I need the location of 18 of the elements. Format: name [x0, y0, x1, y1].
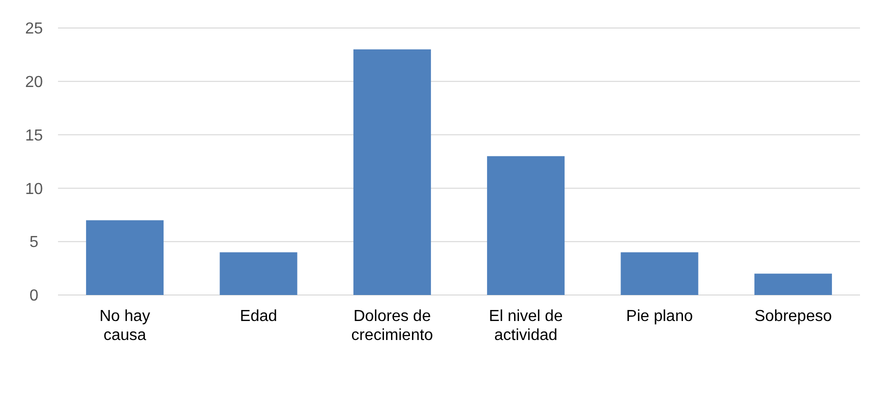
y-tick-label: 10 — [25, 180, 43, 198]
bar — [620, 252, 698, 295]
x-tick-label: Edad — [240, 308, 278, 325]
y-tick-label: 20 — [25, 74, 43, 91]
x-tick-label: Pie plano — [626, 308, 693, 325]
y-tick-label: 5 — [30, 234, 39, 252]
bar — [754, 274, 832, 295]
x-tick-label: No hay causa — [99, 308, 150, 344]
bar — [220, 252, 298, 295]
bar — [487, 156, 565, 295]
x-tick-label: Sobrepeso — [754, 308, 832, 325]
bar — [353, 49, 431, 295]
y-tick-label: 15 — [25, 127, 43, 144]
x-tick-label: El nivel de actividad — [488, 308, 563, 344]
x-tick-label: Dolores de crecimiento — [351, 308, 434, 344]
y-tick-label: 0 — [30, 288, 39, 305]
bar — [86, 220, 164, 295]
y-tick-label: 25 — [25, 20, 43, 38]
